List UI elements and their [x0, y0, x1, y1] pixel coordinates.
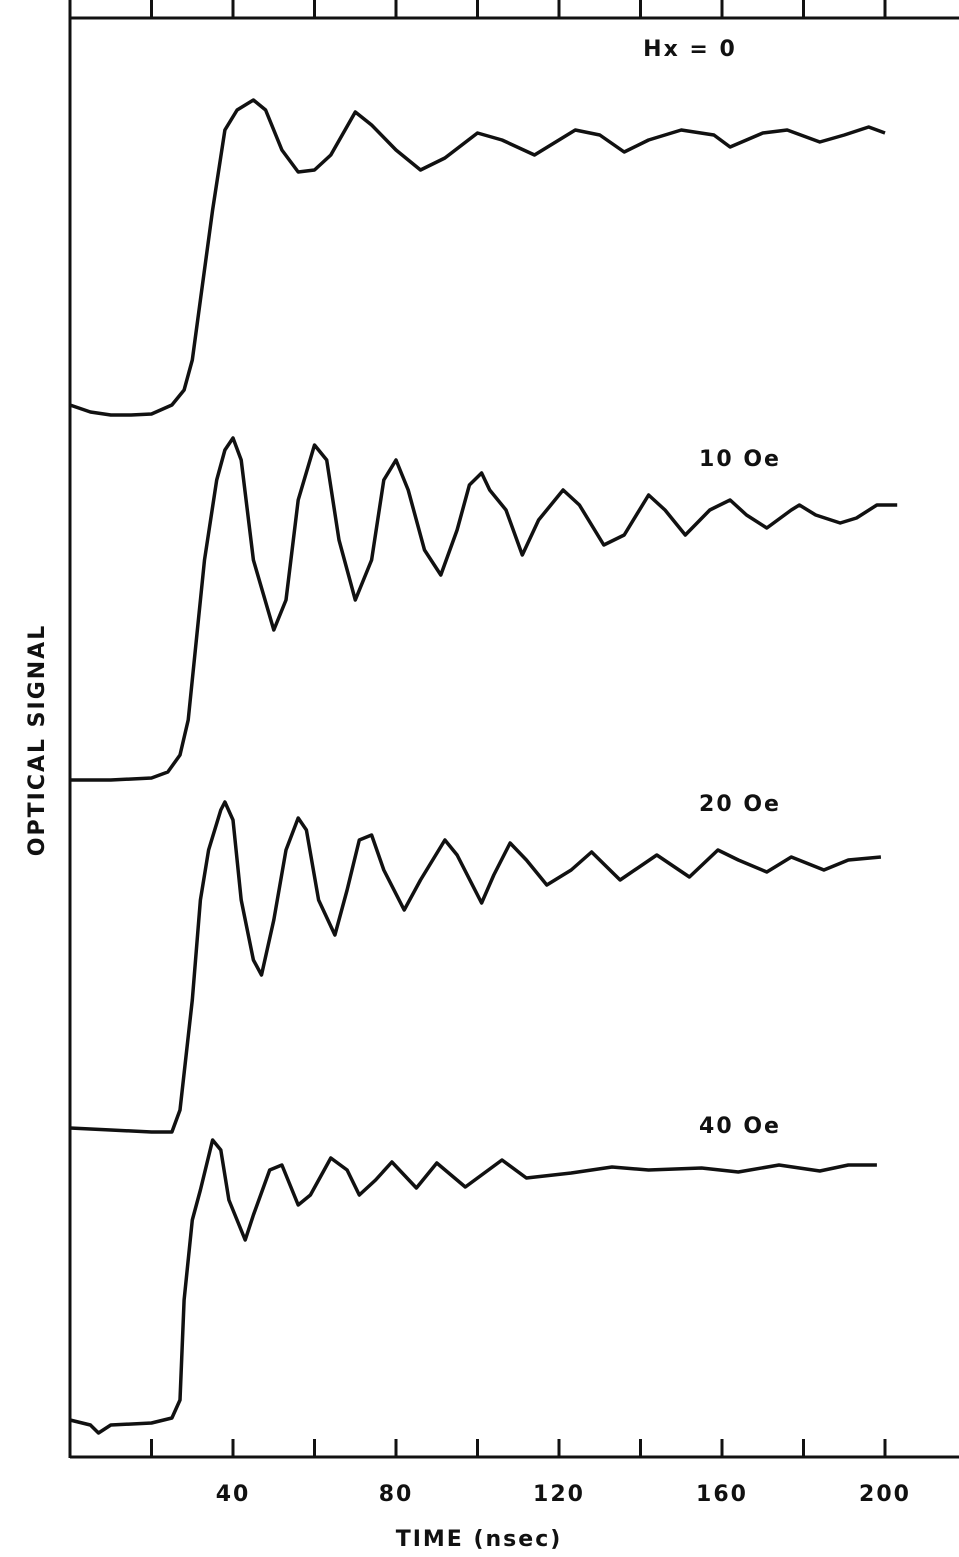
trace — [69, 800, 882, 1134]
x-tick-label: 80 — [379, 1482, 414, 1507]
x-tick-label: 200 — [859, 1482, 911, 1507]
x-tick-label: 160 — [696, 1482, 748, 1507]
series-label: 20 Oe — [699, 792, 781, 817]
trace — [69, 98, 886, 417]
x-tick-label: 40 — [216, 1482, 251, 1507]
series-label: 40 Oe — [699, 1114, 781, 1139]
x-tick-label: 120 — [533, 1482, 585, 1507]
series-label: Hx = 0 — [643, 37, 737, 62]
trace — [69, 1138, 877, 1435]
trace — [70, 436, 898, 782]
series-label: 10 Oe — [699, 447, 781, 472]
x-axis-label: TIME (nsec) — [396, 1527, 563, 1552]
y-axis-label: OPTICAL SIGNAL — [25, 624, 50, 856]
